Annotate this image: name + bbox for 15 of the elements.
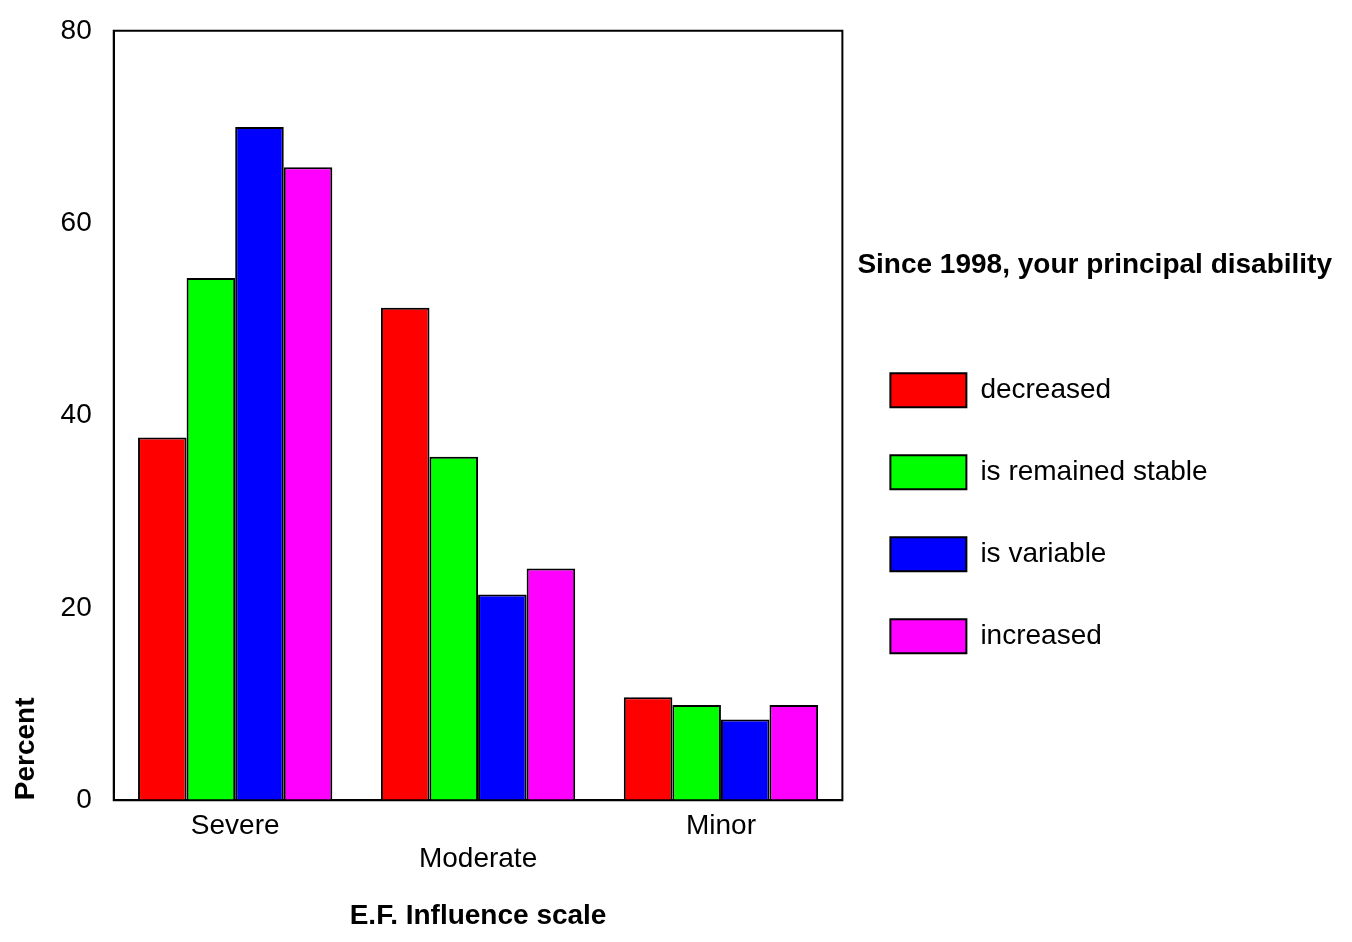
y-tick-label: 80: [60, 13, 92, 45]
legend-label: is variable: [980, 537, 1107, 569]
legend-label: is remained stable: [980, 455, 1208, 487]
x-tick-label: Severe: [190, 808, 280, 840]
x-tick-label: Minor: [685, 808, 756, 840]
y-tick-label: 40: [60, 398, 92, 430]
y-tick-label: 20: [60, 590, 92, 622]
legend-title: Since 1998, your principal disability: [857, 248, 1333, 280]
y-axis-title: Percent: [8, 697, 40, 801]
legend-label: increased: [980, 619, 1102, 651]
x-axis-title: E.F. Influence scale: [349, 898, 607, 930]
x-tick-label: Moderate: [418, 842, 538, 874]
legend-label: decreased: [980, 373, 1112, 405]
y-tick-label: 60: [60, 205, 92, 237]
y-tick-label: 0: [76, 782, 92, 814]
